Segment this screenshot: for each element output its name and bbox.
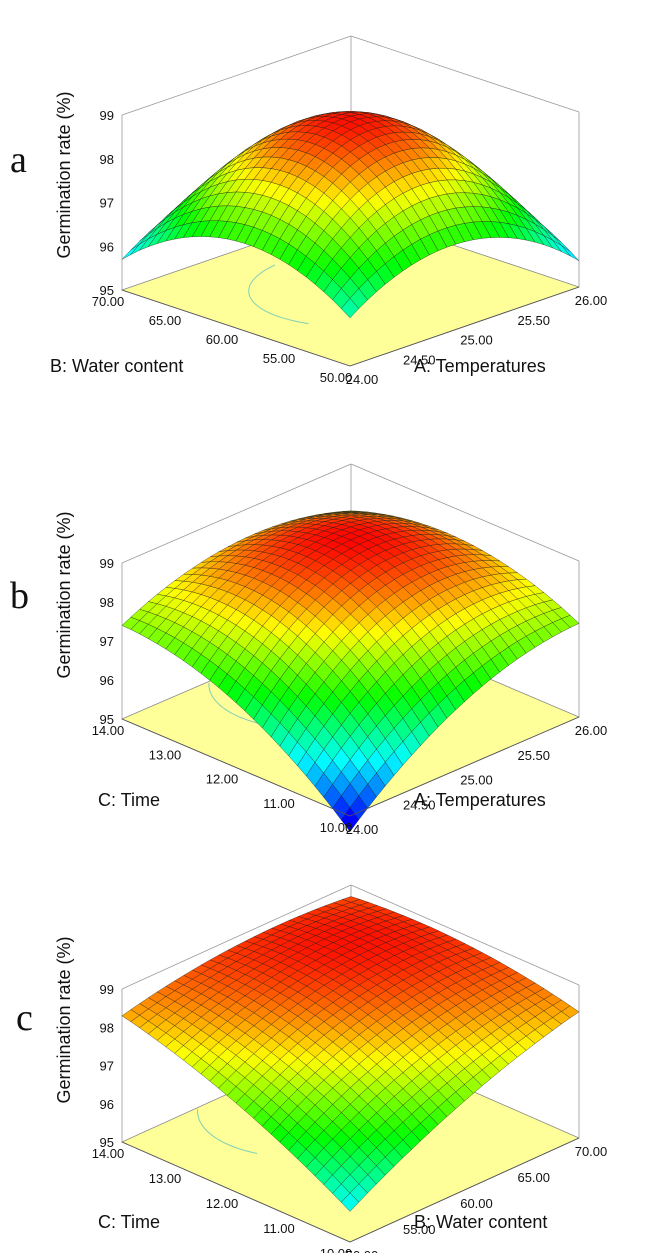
z-tick-label: 95 xyxy=(100,283,114,298)
y-axis-line xyxy=(121,289,351,367)
box-edge-top-right xyxy=(350,884,580,986)
z-tick-label: 99 xyxy=(100,982,114,997)
y-tick-label: 12.00 xyxy=(206,1196,239,1211)
y-tick-label: 11.00 xyxy=(263,1221,295,1236)
panel-label: a xyxy=(10,139,27,181)
contour-line xyxy=(208,682,269,727)
z-tick-label: 99 xyxy=(100,556,114,571)
box-edge-top-left xyxy=(121,463,352,564)
x-tick-label: 50.00 xyxy=(346,1248,379,1253)
z-tick-label: 98 xyxy=(100,152,114,167)
z-tick-label: 97 xyxy=(100,634,114,649)
floor-contours xyxy=(208,682,269,727)
y-axis-line xyxy=(121,718,351,817)
y-tick-label: 10.00 xyxy=(320,820,353,835)
axis-lines xyxy=(121,716,580,817)
z-tick-label: 95 xyxy=(100,712,114,727)
response-surface xyxy=(121,510,580,832)
y-tick-label: 13.00 xyxy=(149,1171,182,1186)
axis-lines xyxy=(121,1137,580,1243)
surface-cell xyxy=(340,1192,360,1212)
contour-line xyxy=(197,1109,258,1154)
floor-contours xyxy=(248,264,309,325)
x-tick-label: 70.00 xyxy=(575,1144,608,1159)
y-tick-label: 10.00 xyxy=(320,1246,353,1253)
y-tick-label: 14.00 xyxy=(92,1146,125,1161)
y-tick-label: 55.00 xyxy=(263,351,296,366)
x-tick-label: 26.00 xyxy=(575,293,608,308)
x-axis-title: A: Temperatures xyxy=(414,356,546,376)
y-tick-label: 11.00 xyxy=(263,796,295,811)
box-edge-top-right xyxy=(350,463,580,562)
x-axis-line xyxy=(349,286,580,367)
z-axis-title: Germination rate (%) xyxy=(54,936,74,1103)
z-tick-label: 97 xyxy=(100,1059,114,1074)
box-edge-top-right xyxy=(350,35,580,113)
surface-cell xyxy=(340,298,360,319)
axis-lines xyxy=(121,286,580,367)
x-tick-label: 25.50 xyxy=(517,313,550,328)
z-tick-label: 99 xyxy=(100,108,114,123)
z-tick-label: 96 xyxy=(100,673,114,688)
x-axis-title: B: Water content xyxy=(414,1212,547,1232)
floor-contours xyxy=(197,1109,258,1154)
x-tick-label: 25.50 xyxy=(517,748,550,763)
x-tick-label: 24.00 xyxy=(346,822,379,837)
x-tick-label: 25.00 xyxy=(460,333,493,348)
surface-cell xyxy=(561,245,580,261)
box-edge-top-left xyxy=(121,35,352,116)
x-tick-label: 24.00 xyxy=(346,372,379,387)
z-tick-label: 96 xyxy=(100,239,114,254)
y-axis-title: C: Time xyxy=(98,790,160,810)
x-tick-label: 26.00 xyxy=(575,723,608,738)
response-surface xyxy=(121,896,580,1212)
box-edge-top-left xyxy=(121,884,352,990)
panel-a: a Germination rate (%) B: Water content … xyxy=(10,35,608,387)
panel-label: c xyxy=(16,997,33,1039)
z-tick-label: 98 xyxy=(100,595,114,610)
y-tick-label: 14.00 xyxy=(92,723,125,738)
panel-c: c Germination rate (%) C: Time B: Water … xyxy=(16,884,608,1253)
surface-cell xyxy=(340,807,360,832)
x-tick-label: 65.00 xyxy=(517,1170,550,1185)
x-tick-label: 25.00 xyxy=(460,773,493,788)
x-axis-line xyxy=(349,716,580,817)
contour-line xyxy=(248,264,309,325)
z-tick-label: 96 xyxy=(100,1097,114,1112)
z-tick-label: 98 xyxy=(100,1020,114,1035)
y-tick-label: 65.00 xyxy=(149,313,182,328)
y-tick-label: 13.00 xyxy=(149,747,182,762)
y-axis-title: B: Water content xyxy=(50,356,183,376)
y-tick-label: 12.00 xyxy=(206,772,239,787)
z-axis-title: Germination rate (%) xyxy=(54,91,74,258)
y-tick-label: 60.00 xyxy=(206,332,239,347)
x-axis-title: A: Temperatures xyxy=(414,790,546,810)
x-tick-label: 55.00 xyxy=(403,1222,436,1237)
y-tick-label: 50.00 xyxy=(320,370,353,385)
panel-label: b xyxy=(10,575,29,617)
x-tick-label: 24.50 xyxy=(403,797,436,812)
x-axis-line xyxy=(349,1137,580,1243)
z-axis-title: Germination rate (%) xyxy=(54,511,74,678)
panel-b: b Germination rate (%) C: Time A: Temper… xyxy=(10,463,608,837)
x-tick-label: 60.00 xyxy=(460,1196,493,1211)
y-tick-label: 70.00 xyxy=(92,294,125,309)
x-tick-label: 24.50 xyxy=(403,352,436,367)
z-tick-label: 95 xyxy=(100,1135,114,1150)
y-axis-title: C: Time xyxy=(98,1212,160,1232)
y-axis-line xyxy=(121,1141,351,1243)
response-surface xyxy=(121,111,580,319)
z-tick-label: 97 xyxy=(100,196,114,211)
